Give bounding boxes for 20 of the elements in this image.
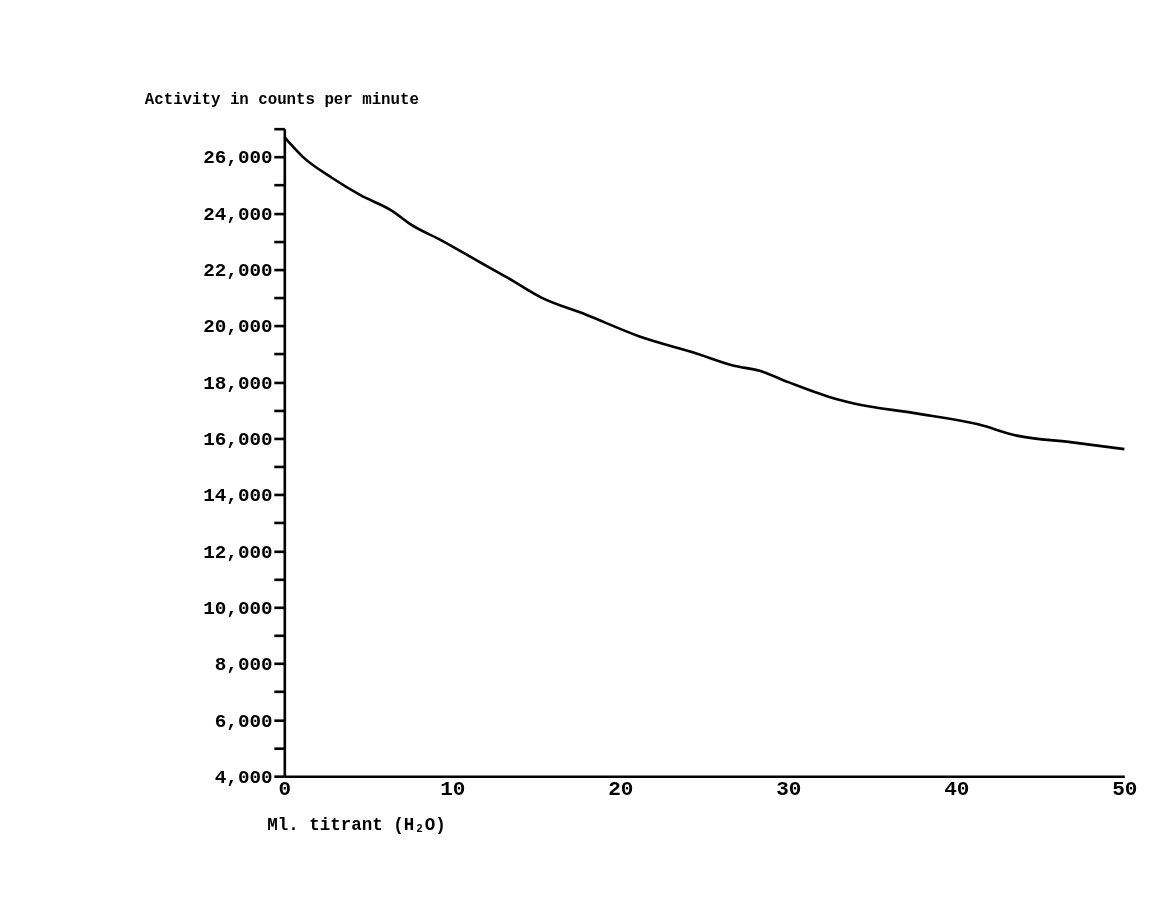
- y-tick-label: 4,000: [214, 766, 273, 789]
- y-tick-label: 16,000: [203, 428, 273, 451]
- y-tick-label: 8,000: [214, 654, 273, 677]
- y-tick-label: 6,000: [214, 710, 273, 733]
- y-tick-label: 10,000: [203, 597, 273, 620]
- y-tick-label: 12,000: [203, 541, 273, 564]
- y-axis-title: Activity in counts per minute: [144, 90, 419, 109]
- x-tick-label: 0: [278, 778, 292, 802]
- x-tick-label: 10: [440, 778, 466, 802]
- x-tick-label: 50: [1112, 778, 1138, 802]
- x-axis-title: Ml. titrant (H₂O): [267, 815, 446, 836]
- y-tick-label: 24,000: [203, 203, 273, 226]
- y-tick-label: 22,000: [203, 260, 273, 283]
- y-tick-label: 14,000: [203, 485, 273, 508]
- x-tick-label: 30: [776, 778, 802, 802]
- y-tick-label: 20,000: [203, 316, 273, 339]
- x-tick-label: 40: [944, 778, 970, 802]
- y-tick-label: 26,000: [203, 147, 273, 170]
- x-tick-label: 20: [608, 778, 634, 802]
- y-tick-label: 18,000: [203, 372, 273, 395]
